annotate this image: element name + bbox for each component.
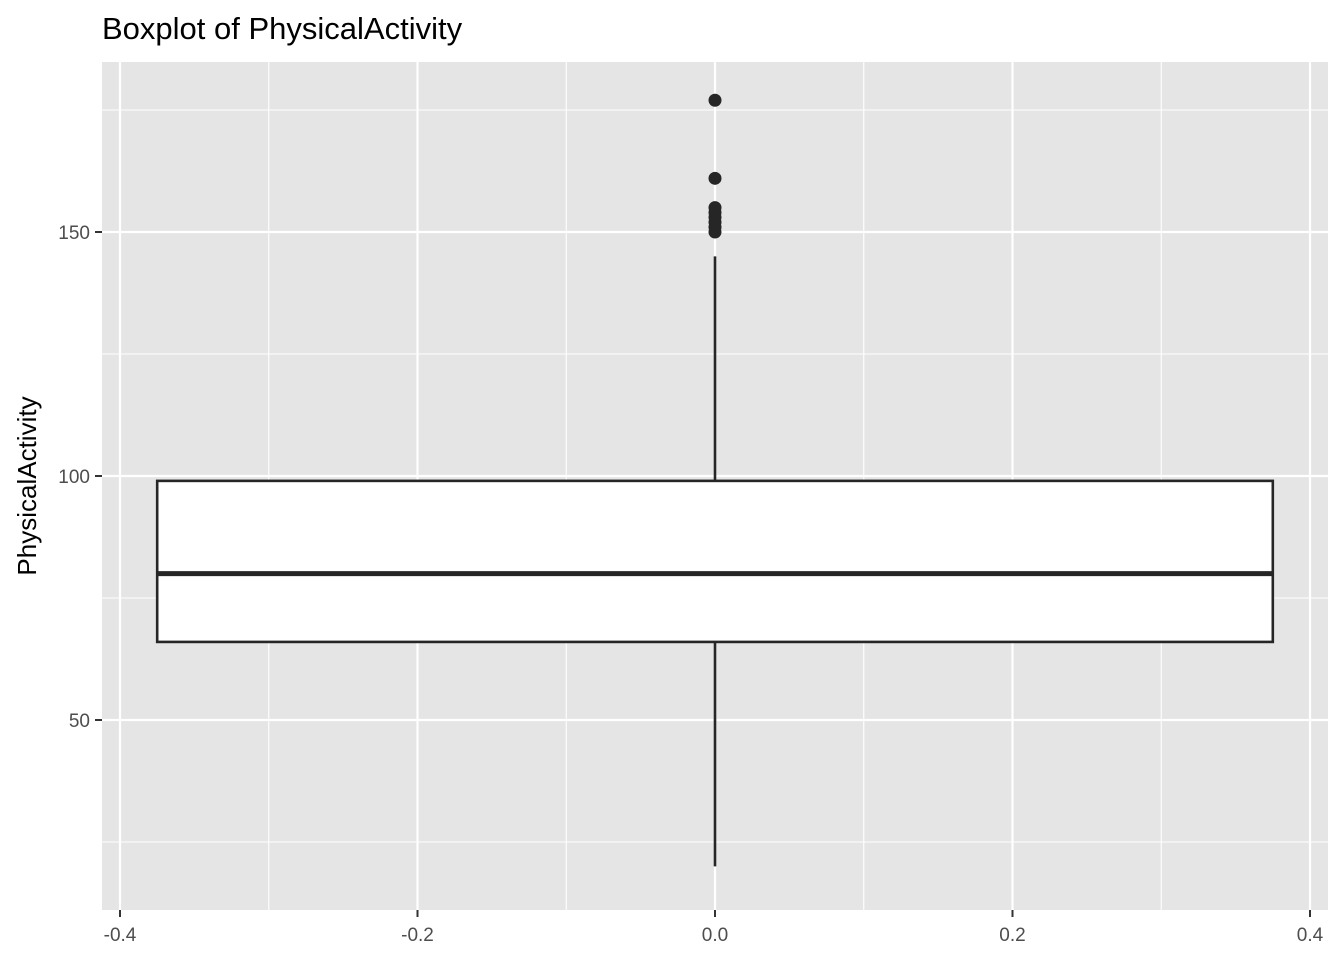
chart-title: Boxplot of PhysicalActivity <box>102 11 463 46</box>
plot-area: -0.4 -0.2 0.0 0.2 0.4 50 100 150 <box>58 62 1328 946</box>
outlier-point <box>708 171 722 185</box>
outlier-point <box>708 201 722 215</box>
y-tick-label: 100 <box>58 467 90 488</box>
outlier-point <box>708 93 722 107</box>
x-tick-label: 0.0 <box>702 925 728 946</box>
x-tick-label: -0.4 <box>104 925 137 946</box>
x-tick-label: -0.2 <box>401 925 434 946</box>
box-iqr <box>155 479 1275 644</box>
x-tick-label: 0.2 <box>999 925 1025 946</box>
y-axis-title: PhysicalActivity <box>12 396 42 575</box>
y-tick-label: 50 <box>69 711 90 732</box>
y-tick-label: 150 <box>58 223 90 244</box>
x-tick-label: 0.4 <box>1297 925 1324 946</box>
